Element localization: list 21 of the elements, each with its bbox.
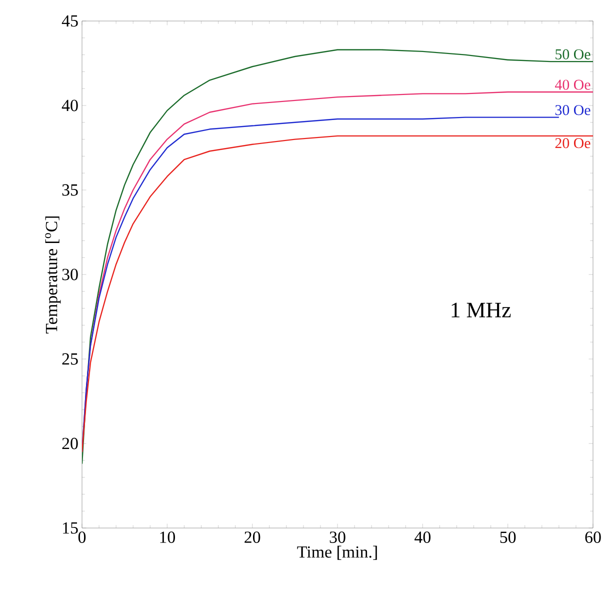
series-label: 30 Oe bbox=[555, 105, 590, 116]
y-tick-label: 20 bbox=[62, 438, 78, 450]
y-tick-label: 45 bbox=[62, 15, 78, 27]
x-tick-label: 0 bbox=[78, 532, 86, 543]
y-tick-label: 25 bbox=[62, 353, 78, 365]
y-axis-title: Temperature [$^{o}$C] bbox=[45, 216, 61, 334]
y-tick-label: 35 bbox=[62, 184, 78, 196]
annotation: 1 MHz bbox=[452, 302, 511, 318]
series-label: 20 Oe bbox=[555, 138, 590, 148]
x-tick-label: 20 bbox=[244, 532, 260, 543]
y-tick-label: 30 bbox=[62, 268, 78, 280]
y-tick-label: 15 bbox=[63, 522, 78, 534]
x-tick-label: 60 bbox=[585, 532, 601, 543]
x-tick-label: 40 bbox=[414, 532, 430, 543]
x-tick-label: 10 bbox=[160, 532, 175, 543]
x-axis-title: Time [min.] bbox=[297, 546, 377, 560]
series-label: 40 Oe bbox=[555, 80, 590, 90]
x-tick-label: 50 bbox=[500, 532, 516, 543]
x-tick-label: 30 bbox=[330, 532, 346, 543]
series-label: 50 Oe bbox=[556, 49, 590, 60]
y-tick-label: 40 bbox=[62, 100, 78, 112]
